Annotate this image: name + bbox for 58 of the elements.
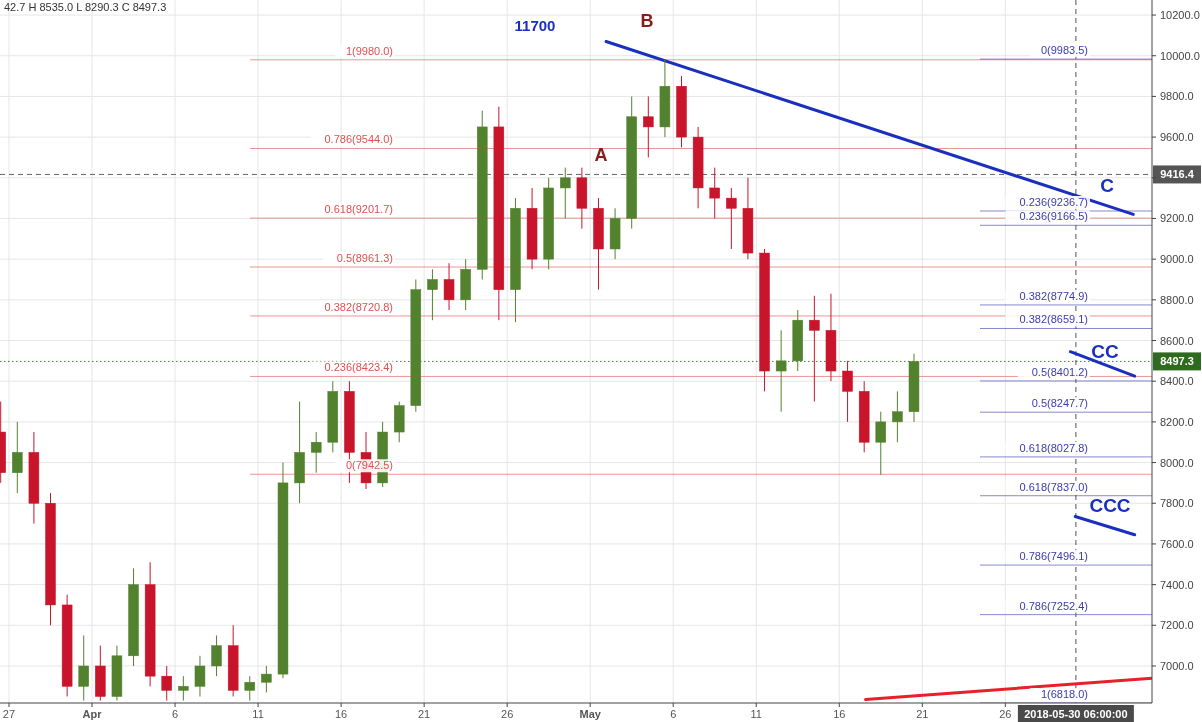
y-tick-label: 9000.0 xyxy=(1160,253,1194,266)
ref-line-label: 0(9983.5) xyxy=(1040,44,1088,57)
ref-line-label: 1(9980.0) xyxy=(345,44,393,57)
ref-line-label: 1(6818.0) xyxy=(1040,688,1088,700)
y-tick-label: 9600.0 xyxy=(1160,131,1194,144)
x-tick-label: 21 xyxy=(916,708,929,720)
y-tick-label: 9800.0 xyxy=(1160,90,1194,103)
ref-line-label: 0.5(8401.2) xyxy=(1031,365,1088,378)
ref-line-label: 0.236(9236.7) xyxy=(1019,196,1088,208)
ref-line-label: 0.382(8720.8) xyxy=(324,300,393,313)
ref-line-label: 0.618(7837.0) xyxy=(1019,480,1088,493)
ref-line-label: 0.618(8027.8) xyxy=(1019,441,1088,454)
x-tick-label: 11 xyxy=(252,708,264,720)
ref-line-label: 0.786(7496.1) xyxy=(1019,550,1088,563)
x-tick-label: May xyxy=(579,708,602,720)
annotation: 11700 xyxy=(514,17,556,34)
ref-line-label: 2018-05-30 06:00:00 xyxy=(1024,708,1128,720)
x-tick-label: 26 xyxy=(501,708,514,720)
ref-line-label: 0.382(8774.9) xyxy=(1019,289,1088,302)
annotation: A xyxy=(594,145,608,165)
ref-line-label: 0(7942.5) xyxy=(345,459,393,472)
y-tick-label: 8600.0 xyxy=(1160,334,1194,347)
ref-line-label: 0.618(9201.7) xyxy=(324,203,393,216)
x-tick-label: 21 xyxy=(418,708,431,720)
ref-line-label: 0.236(9166.5) xyxy=(1019,210,1088,223)
y-tick-label: 7800.0 xyxy=(1160,497,1194,510)
x-tick-label: 16 xyxy=(334,708,348,720)
ref-line-label: 8497.3 xyxy=(1160,355,1194,368)
y-tick-label: 8400.0 xyxy=(1160,375,1194,388)
y-tick-label: 7200.0 xyxy=(1160,619,1194,632)
x-tick-label: 16 xyxy=(833,708,846,720)
x-tick-label: 26 xyxy=(999,708,1012,720)
y-tick-label: 8800.0 xyxy=(1160,293,1194,306)
ref-line-label: 0.5(8961.3) xyxy=(336,252,393,265)
annotation: CCC xyxy=(1089,495,1131,516)
ref-line-label: 0.382(8659.1) xyxy=(1019,313,1088,326)
ref-line-label: 9416.4 xyxy=(1160,168,1195,181)
ref-line-label: 0.236(8423.4) xyxy=(324,361,393,374)
y-tick-label: 10200.0 xyxy=(1160,9,1200,22)
ref-line-label: 0.786(9544.0) xyxy=(324,133,393,146)
annotation: CC xyxy=(1091,341,1119,362)
y-tick-label: 8000.0 xyxy=(1160,456,1194,469)
x-tick-label: Apr xyxy=(82,708,103,720)
y-tick-label: 7000.0 xyxy=(1160,659,1194,672)
annotation: C xyxy=(1100,175,1115,196)
y-tick-label: 7600.0 xyxy=(1160,537,1194,550)
ref-line-label: 0.786(7252.4) xyxy=(1019,599,1088,612)
y-tick-label: 10000.0 xyxy=(1160,49,1200,62)
x-tick-label: 27 xyxy=(2,708,16,720)
annotation: 42.7 H 8535.0 L 8290.3 C 8497.3 xyxy=(4,1,167,13)
y-tick-label: 9200.0 xyxy=(1160,212,1194,225)
x-tick-label: 6 xyxy=(171,708,179,720)
x-tick-label: 11 xyxy=(750,708,762,720)
x-tick-label: 6 xyxy=(670,708,677,720)
y-tick-label: 7400.0 xyxy=(1160,578,1194,591)
annotation: B xyxy=(640,11,654,31)
ref-line-label: 0.5(8247.7) xyxy=(1031,397,1088,410)
y-tick-label: 8200.0 xyxy=(1160,415,1194,428)
